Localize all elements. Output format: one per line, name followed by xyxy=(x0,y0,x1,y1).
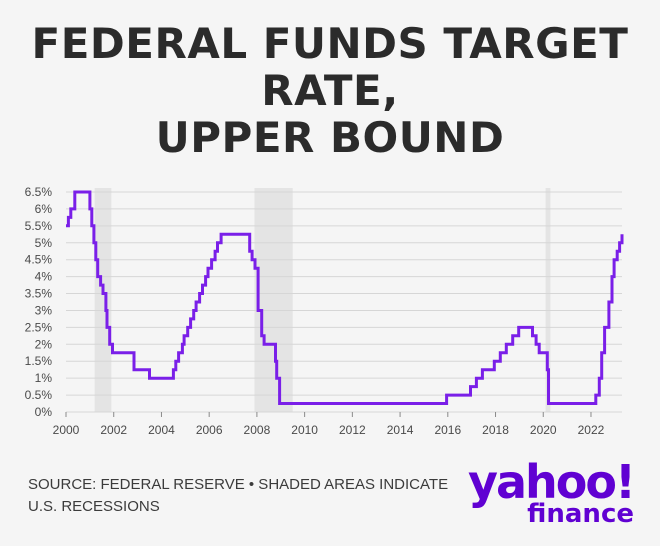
y-tick-label: 0.5% xyxy=(25,388,53,402)
x-tick-label: 2006 xyxy=(196,423,223,437)
x-tick-label: 2016 xyxy=(434,423,461,437)
recession-band-0 xyxy=(94,188,112,412)
x-tick-label: 2008 xyxy=(244,423,271,437)
title-line-1: FEDERAL FUNDS TARGET xyxy=(31,19,629,68)
y-tick-label: 2% xyxy=(35,337,53,351)
x-tick-label: 2002 xyxy=(100,423,127,437)
recession-band-1 xyxy=(254,188,293,412)
recession-shading xyxy=(94,188,551,412)
x-tick-label: 2012 xyxy=(339,423,366,437)
y-tick-label: 2.5% xyxy=(25,320,53,334)
gridlines xyxy=(66,191,622,413)
y-tick-label: 1.5% xyxy=(25,354,53,368)
y-axis-ticks: 0% 0.5% 1% 1.5% 2% 2.5% 3% 3.5% 4% 4.5% 5% 5.5% 6% 6.… xyxy=(25,185,53,419)
y-tick-label: 3.5% xyxy=(25,287,53,301)
logo-wordmark: yahoo! xyxy=(468,455,636,509)
x-tick-label: 2020 xyxy=(530,423,557,437)
x-tick-label: 2010 xyxy=(291,423,318,437)
title-line-3: UPPER BOUND xyxy=(155,113,505,162)
yahoo-finance-logo: yahoo! finance xyxy=(468,458,648,530)
x-tick-label: 2014 xyxy=(387,423,414,437)
y-tick-label: 5% xyxy=(35,236,53,250)
x-tick-label: 2022 xyxy=(578,423,605,437)
y-tick-label: 6% xyxy=(35,202,53,216)
y-tick-label: 0% xyxy=(35,405,53,419)
title-line-2: RATE, xyxy=(261,66,399,115)
x-tick-label: 2004 xyxy=(148,423,175,437)
source-note: SOURCE: FEDERAL RESERVE • SHADED AREAS I… xyxy=(28,476,449,515)
recession-band-2 xyxy=(545,188,551,412)
y-tick-label: 3% xyxy=(35,303,53,317)
x-axis-ticks: 2000 2002 2004 2006 2008 2010 2012 2014 2016 2018… xyxy=(53,412,605,437)
rate-chart: 0% 0.5% 1% 1.5% 2% 2.5% 3% 3.5% 4% 4.5% 5% 5.5% 6% 6.… xyxy=(25,185,624,437)
x-tick-label: 2000 xyxy=(53,423,80,437)
y-tick-label: 5.5% xyxy=(25,219,53,233)
series-layer xyxy=(66,190,624,405)
y-tick-label: 1% xyxy=(35,371,53,385)
logo-subtitle: finance xyxy=(527,499,634,529)
y-tick-label: 4.5% xyxy=(25,253,53,267)
x-tick-label: 2018 xyxy=(482,423,509,437)
y-tick-label: 4% xyxy=(35,270,53,284)
y-tick-label: 6.5% xyxy=(25,185,53,199)
chart-title: FEDERAL FUNDS TARGET RATE, UPPER BOUND xyxy=(0,20,660,161)
series-line-rate xyxy=(66,190,624,405)
